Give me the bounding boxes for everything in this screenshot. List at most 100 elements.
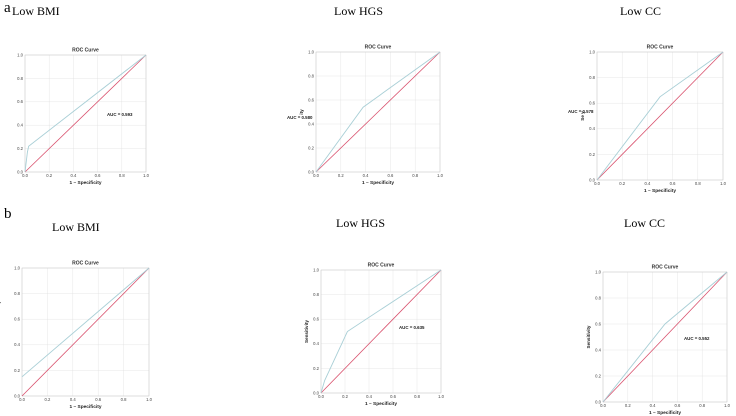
x-tick-label: 0.6 [387,173,393,178]
x-axis-label: 1 – Specificity [70,180,102,186]
reference-line [24,54,147,173]
x-tick-label: 1.0 [143,173,149,178]
auc-label: AUC = 0.635 [399,325,425,330]
y-tick-label: 0.8 [14,291,20,296]
x-axis-label: 1 – Specificity [70,404,102,410]
x-tick-label: 0.8 [121,397,127,402]
x-tick-label: 0.0 [22,173,28,178]
y-tick-label: 0.4 [589,126,595,131]
reference-line [602,271,728,403]
chart-title: ROC Curve [652,265,679,271]
x-axis-label: 1 – Specificity [362,180,394,186]
y-tick-label: 0.6 [17,99,23,104]
chart-title: ROC Curve [647,45,674,51]
x-tick-label: 0.4 [363,173,369,178]
roc-curve [21,267,150,378]
col-title-b-bmi: Low BMI [52,220,100,234]
x-tick-label: 0.2 [338,173,344,178]
y-tick-label: 0.6 [14,317,20,322]
y-tick-label: 0.2 [308,145,314,150]
x-tick-label: 0.2 [342,394,348,399]
y-tick-label: 0.8 [313,292,319,297]
reference-line [21,267,150,397]
x-tick-label: 0.8 [695,181,701,186]
x-axis-label: 1 – Specificity [644,188,676,194]
roc-curve [24,54,147,173]
roc-curve [596,51,724,181]
y-tick-label: 0.0 [308,169,314,174]
y-tick-label: 0.4 [313,341,319,346]
x-tick-label: 0.4 [366,394,372,399]
y-tick-label: 0.2 [313,366,319,371]
y-axis-label: Sensitivity [304,320,309,343]
roc-curve [315,51,441,173]
x-tick-label: 0.6 [674,403,680,408]
x-tick-label: 0.8 [119,173,125,178]
y-tick-label: 0.8 [595,295,601,300]
x-tick-label: 0.6 [670,181,676,186]
col-title-a-bmi: Low BMI [12,4,60,18]
plot-frame [596,51,724,181]
reference-line [315,51,441,173]
chart-title: ROC Curve [72,48,99,54]
chart-title: ROC Curve [72,261,99,267]
reference-line [596,51,724,181]
x-tick-label: 0.8 [414,394,420,399]
y-tick-label: 0.6 [313,317,319,322]
y-tick-label: 1.0 [589,49,595,54]
x-tick-label: 0.2 [619,181,625,186]
auc-label: AUC = 0.593 [107,112,133,117]
y-tick-label: 0.4 [14,342,20,347]
y-tick-label: 0.8 [589,75,595,80]
col-title-a-hgs: Low HGS [334,4,384,18]
y-tick-label: 0.4 [308,121,314,126]
x-tick-label: 1.0 [438,394,444,399]
y-tick-label: 1.0 [595,269,601,274]
y-tick-label: 1.0 [308,49,314,54]
auc-label: AUC = 0.578 [568,109,594,114]
y-tick-label: 0.2 [17,146,23,151]
x-tick-label: 0.4 [644,181,650,186]
x-tick-label: 1.0 [146,397,152,402]
y-tick-label: 0.0 [595,399,601,404]
y-tick-label: 1.0 [14,265,20,270]
x-tick-label: 0.0 [594,181,600,186]
plot-frame [315,51,441,173]
x-tick-label: 0.4 [70,397,76,402]
y-tick-label: 0.6 [589,101,595,106]
x-tick-label: 0.6 [95,397,101,402]
y-tick-label: 1.0 [17,52,23,57]
col-title-b-cc: Low CC [624,216,666,230]
col-title-a-cc: Low CC [620,4,662,18]
y-tick-label: 0.0 [14,393,20,398]
y-tick-label: 0.0 [17,169,23,174]
roc-curve [602,271,728,403]
y-tick-label: 1.0 [313,267,319,272]
y-axis-label: Sensitivity [586,325,591,348]
auc-label: AUC = 0.580 [287,115,313,120]
plot-frame [24,54,147,173]
x-tick-label: 0.4 [650,403,656,408]
plot-frame [21,267,150,397]
x-tick-label: 0.2 [44,397,50,402]
roc-curve [320,269,442,394]
auc-label: = 0.577 [0,301,1,306]
x-tick-label: 0.0 [313,173,319,178]
y-tick-label: 0.4 [595,347,601,352]
plot-frame [320,269,442,394]
x-axis-label: 1 – Specificity [365,401,397,407]
col-title-b-hgs: Low HGS [336,216,386,230]
y-tick-label: 0.4 [17,123,23,128]
x-tick-label: 0.0 [318,394,324,399]
chart-title: ROC Curve [368,263,395,269]
y-tick-label: 0.6 [308,97,314,102]
x-tick-label: 0.8 [699,403,705,408]
y-tick-label: 0.2 [589,152,595,157]
x-tick-label: 0.6 [390,394,396,399]
